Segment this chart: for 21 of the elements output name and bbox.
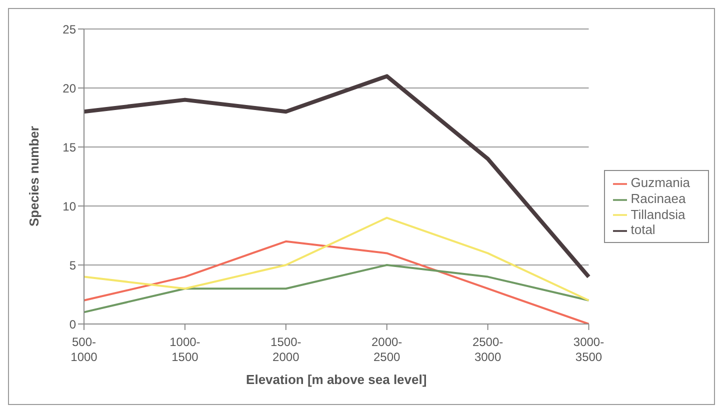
y-axis-title: Species number bbox=[26, 126, 42, 226]
legend-label: total bbox=[630, 222, 656, 238]
y-tick-label: 15 bbox=[62, 140, 76, 154]
legend-label: Racinaea bbox=[630, 190, 686, 206]
y-tick-label: 10 bbox=[62, 199, 76, 214]
x-tick-label: 1000- 1500 bbox=[170, 335, 200, 364]
line-series bbox=[82, 74, 591, 279]
x-tick-label: 2000- 2500 bbox=[372, 335, 402, 364]
legend-label: Guzmania bbox=[630, 175, 690, 190]
y-tick-label: 5 bbox=[69, 258, 76, 272]
line-series bbox=[83, 264, 590, 314]
y-tick-label: 0 bbox=[69, 317, 76, 332]
x-tick-label: 1500- 2000 bbox=[270, 335, 302, 364]
x-tick-label: 2500- 3000 bbox=[472, 335, 504, 364]
x-axis-title: Elevation [m above sea level] bbox=[246, 372, 427, 387]
y-tick-label: 20 bbox=[62, 81, 76, 96]
line-series bbox=[83, 216, 590, 302]
x-tick-label: 3000- 3500 bbox=[573, 335, 604, 364]
x-tick-label: 500- 1000 bbox=[70, 335, 98, 364]
legend-label: Tillandsia bbox=[630, 206, 686, 222]
y-tick-label: 25 bbox=[62, 22, 76, 36]
